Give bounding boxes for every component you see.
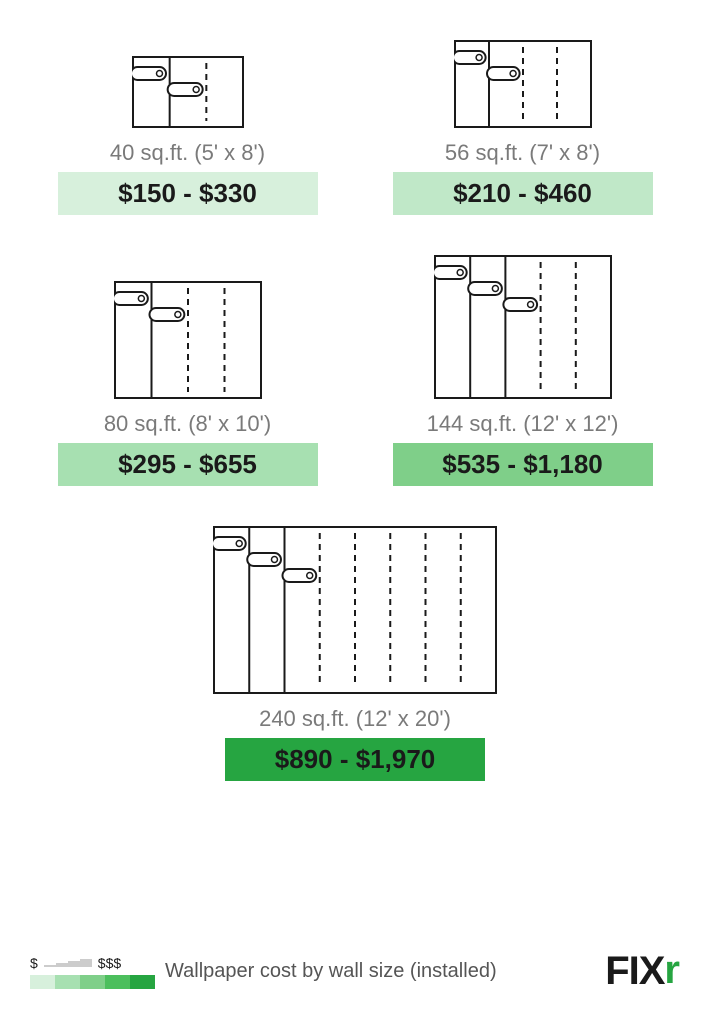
swatch — [55, 975, 80, 989]
logo-accent: r — [664, 948, 680, 993]
swatch — [30, 975, 55, 989]
wallpaper-roll-icon — [213, 526, 497, 694]
logo: FIXr — [605, 949, 680, 994]
swatch — [105, 975, 130, 989]
size-label: 40 sq.ft. (5' x 8') — [110, 140, 265, 166]
wall-size-card: 56 sq.ft. (7' x 8') $210 - $460 — [383, 40, 663, 215]
legend-low-label: $ — [30, 955, 38, 971]
legend-high-label: $$$ — [98, 955, 121, 971]
legend: $ $$$ — [30, 955, 155, 989]
swatch — [130, 975, 155, 989]
footer: $ $$$ Wallpaper cost by wall size (insta… — [30, 949, 680, 994]
size-label: 144 sq.ft. (12' x 12') — [427, 411, 619, 437]
wedge-icon — [44, 959, 92, 967]
price-label: $295 - $655 — [58, 443, 318, 486]
wallpaper-roll-icon — [132, 56, 244, 128]
caption: Wallpaper cost by wall size (installed) — [165, 960, 497, 983]
wall-size-card: 144 sq.ft. (12' x 12') $535 - $1,180 — [383, 255, 663, 486]
price-label: $535 - $1,180 — [393, 443, 653, 486]
size-label: 240 sq.ft. (12' x 20') — [259, 706, 451, 732]
price-label: $150 - $330 — [58, 172, 318, 215]
wall-size-card: 240 sq.ft. (12' x 20') $890 - $1,970 — [213, 526, 497, 781]
price-label: $210 - $460 — [393, 172, 653, 215]
wallpaper-roll-icon — [454, 40, 592, 128]
wall-size-card: 80 sq.ft. (8' x 10') $295 - $655 — [48, 281, 328, 486]
wallpaper-roll-icon — [114, 281, 262, 399]
wallpaper-roll-icon — [434, 255, 612, 399]
size-label: 56 sq.ft. (7' x 8') — [445, 140, 600, 166]
swatch — [80, 975, 105, 989]
price-label: $890 - $1,970 — [225, 738, 485, 781]
legend-swatches — [30, 975, 155, 989]
wall-size-card: 40 sq.ft. (5' x 8') $150 - $330 — [48, 56, 328, 215]
chart-grid: 40 sq.ft. (5' x 8') $150 - $330 56 sq.ft.… — [30, 20, 680, 781]
size-label: 80 sq.ft. (8' x 10') — [104, 411, 271, 437]
logo-main: FIX — [605, 949, 664, 994]
